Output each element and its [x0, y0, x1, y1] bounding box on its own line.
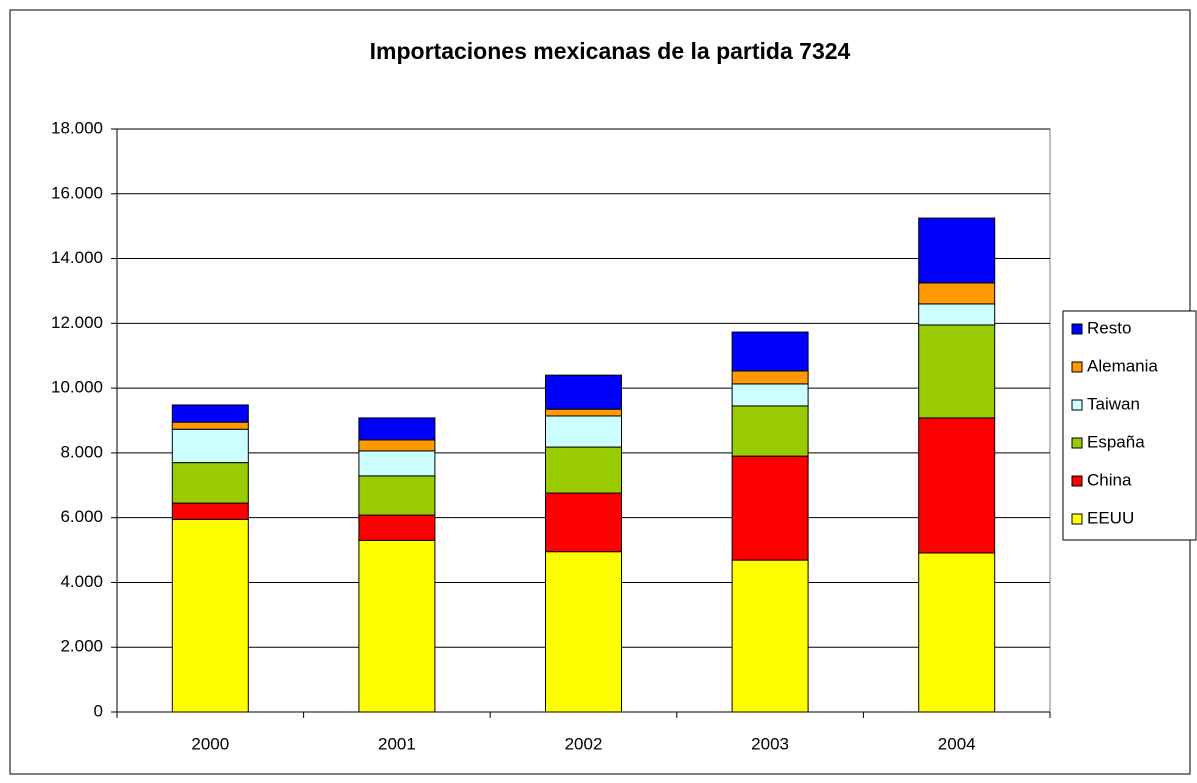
legend-label: España	[1087, 432, 1145, 451]
bar-segment	[918, 303, 996, 326]
bar-segment	[358, 539, 436, 713]
y-tick-label: 14.000	[51, 248, 103, 267]
bar-segment	[731, 455, 809, 561]
y-tick-label: 12.000	[51, 313, 103, 332]
bar-segment	[731, 405, 809, 457]
legend-label: Alemania	[1087, 356, 1158, 375]
bar-segment	[358, 417, 436, 441]
legend-swatch	[1071, 475, 1083, 487]
bar-segment	[171, 502, 249, 520]
legend-swatch	[1071, 437, 1083, 449]
bar-segment	[731, 370, 809, 385]
bar-segment	[545, 408, 622, 417]
bar-segment	[918, 324, 996, 419]
bar-segment	[171, 462, 249, 504]
bar-segment	[918, 217, 996, 284]
legend-swatch	[1071, 323, 1083, 335]
bar-segment	[358, 475, 436, 516]
y-tick-label: 6.000	[60, 507, 103, 526]
x-tick-label: 2004	[938, 734, 976, 753]
legend-swatch	[1071, 361, 1083, 373]
bar-segment	[731, 383, 809, 407]
bar-segment	[545, 492, 622, 553]
bar-segment	[171, 404, 249, 423]
chart-title: Importaciones mexicanas de la partida 73…	[370, 38, 851, 64]
x-tick-label: 2001	[378, 734, 416, 753]
bar-segment	[545, 551, 622, 713]
x-tick-label: 2000	[191, 734, 229, 753]
legend-label: Resto	[1087, 318, 1131, 337]
y-tick-label: 18.000	[51, 118, 103, 137]
y-tick-label: 4.000	[60, 572, 103, 591]
legend-swatch	[1071, 399, 1083, 411]
y-tick-label: 0	[94, 701, 103, 720]
bar-segment	[358, 514, 436, 541]
bar-segment	[918, 552, 996, 713]
x-tick-label: 2003	[751, 734, 789, 753]
bar-segment	[171, 421, 249, 430]
bar-segment	[358, 450, 436, 477]
y-tick-label: 2.000	[60, 637, 103, 656]
legend-box	[1062, 310, 1197, 541]
legend-label: China	[1087, 470, 1132, 489]
bar-segment	[171, 428, 249, 464]
legend-swatch	[1071, 513, 1083, 525]
bar-segment	[731, 331, 809, 372]
bar-segment	[545, 374, 622, 410]
legend-label: EEUU	[1087, 508, 1134, 527]
y-tick-label: 8.000	[60, 442, 103, 461]
bar-segment	[918, 282, 996, 305]
x-tick-label: 2002	[565, 734, 603, 753]
legend-label: Taiwan	[1087, 394, 1140, 413]
y-tick-label: 10.000	[51, 378, 103, 397]
bar-segment	[545, 446, 622, 494]
bar-segment	[731, 559, 809, 713]
bar-segment	[171, 518, 249, 713]
bar-segment	[358, 439, 436, 452]
y-tick-label: 16.000	[51, 183, 103, 202]
bar-segment	[918, 417, 996, 554]
bar-segment	[545, 415, 622, 448]
